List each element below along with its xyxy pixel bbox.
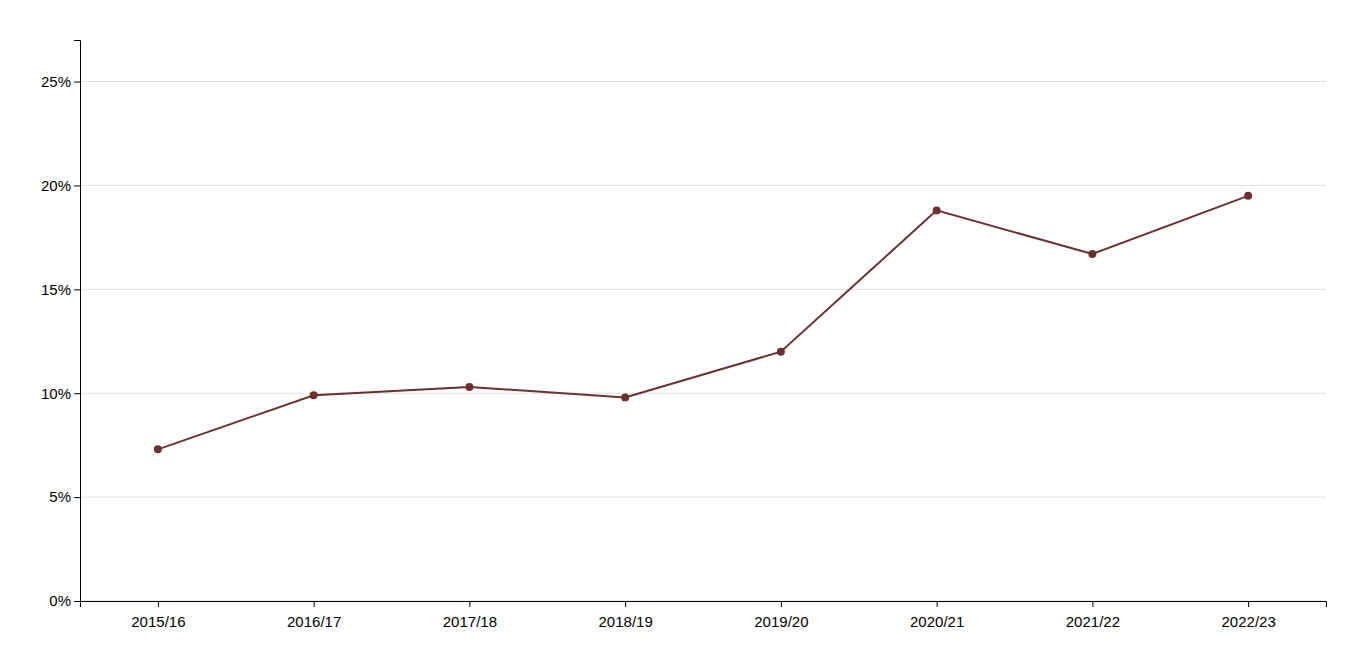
x-tick-label: 2021/22	[1066, 613, 1120, 630]
x-tick-label: 2015/16	[131, 613, 185, 630]
x-tick-label: 2016/17	[287, 613, 341, 630]
point	[1088, 250, 1096, 258]
point	[310, 391, 318, 399]
x-axis-line	[81, 602, 1327, 608]
x-tick: 2016/17	[287, 601, 341, 630]
y-tick-mark	[74, 497, 80, 498]
x-tick-mark	[469, 601, 470, 607]
x-tick-label: 2019/20	[754, 613, 808, 630]
x-tick-mark	[625, 601, 626, 607]
y-tick-label: 20%	[41, 177, 71, 194]
x-tick-label: 2022/23	[1222, 613, 1276, 630]
x-tick: 2019/20	[754, 601, 808, 630]
x-tick: 2015/16	[131, 601, 185, 630]
x-tick-label: 2017/18	[443, 613, 497, 630]
x-tick-label: 2018/19	[599, 613, 653, 630]
point	[777, 348, 785, 356]
y-tick-mark	[74, 289, 80, 290]
x-axis: 2015/16 2016/17 2017/18 2018/19 2019/20 2020/…	[81, 601, 1327, 630]
x-tick-mark	[314, 601, 315, 607]
x-tick: 2021/22	[1066, 601, 1120, 630]
marks	[154, 192, 1252, 453]
y-tick-label: 25%	[41, 73, 71, 90]
y-axis-line	[74, 41, 81, 602]
y-tick-mark	[74, 185, 80, 186]
point	[933, 206, 941, 214]
y-tick-mark	[74, 393, 80, 394]
y-tick: 0%	[49, 592, 80, 609]
y-tick-label: 5%	[49, 488, 71, 505]
x-tick-mark	[1248, 601, 1249, 607]
y-axis: 0% 5% 10% 15% 20% 25%	[41, 41, 81, 610]
y-tick-label: 10%	[41, 385, 71, 402]
x-tick: 2018/19	[599, 601, 653, 630]
y-tick: 25%	[41, 73, 80, 90]
y-tick-label: 15%	[41, 281, 71, 298]
x-tick: 2020/21	[910, 601, 964, 630]
y-tick-mark	[74, 82, 80, 83]
grid-line	[80, 497, 1326, 498]
y-tick: 10%	[41, 385, 80, 402]
y-tick: 5%	[49, 488, 80, 505]
y-tick: 20%	[41, 177, 80, 194]
x-tick-mark	[1092, 601, 1093, 607]
grid-line	[80, 393, 1326, 394]
grid-line	[80, 185, 1326, 186]
point	[1244, 192, 1252, 200]
chart: 0%5%10%15%20%25%2015/162016/172017/18201…	[0, 0, 1366, 661]
y-tick-mark	[74, 601, 80, 602]
y-tick-label: 0%	[49, 592, 71, 609]
line	[158, 196, 1248, 449]
x-tick: 2017/18	[443, 601, 497, 630]
plot: 0%5%10%15%20%25%2015/162016/172017/18201…	[41, 41, 1327, 630]
x-tick-mark	[781, 601, 782, 607]
point	[465, 383, 473, 391]
x-tick-mark	[158, 601, 159, 607]
x-tick-mark	[937, 601, 938, 607]
point	[154, 445, 162, 453]
point	[621, 393, 629, 401]
grid	[80, 82, 1326, 601]
x-tick-label: 2020/21	[910, 613, 964, 630]
grid-line	[80, 289, 1326, 290]
x-tick: 2022/23	[1222, 601, 1276, 630]
y-tick: 15%	[41, 281, 80, 298]
grid-line	[80, 81, 1326, 82]
